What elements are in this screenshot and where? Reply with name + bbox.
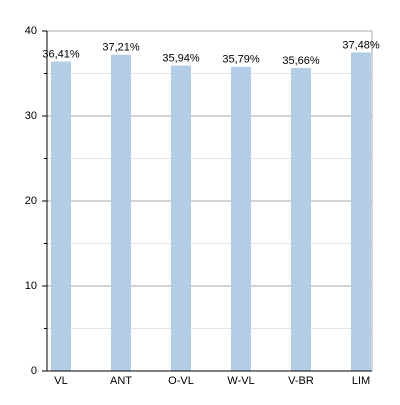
- value-label: 35,79%: [222, 54, 260, 66]
- y-tick-label: 20: [25, 195, 37, 207]
- bar: [51, 61, 71, 371]
- value-label: 37,21%: [102, 42, 140, 54]
- value-label: 37,48%: [342, 39, 380, 51]
- bar: [111, 54, 131, 372]
- y-tick-label: 0: [31, 365, 37, 377]
- x-tick-label: O-VL: [168, 375, 194, 387]
- bar: [171, 65, 191, 371]
- value-label: 35,66%: [282, 55, 320, 67]
- bar: [351, 52, 371, 372]
- bar: [291, 67, 311, 371]
- y-tick-label: 30: [25, 110, 37, 122]
- value-label: 36,41%: [42, 48, 80, 60]
- x-tick-label: ANT: [110, 375, 132, 387]
- x-tick-label: W-VL: [227, 375, 254, 387]
- x-tick-label: LIM: [352, 375, 370, 387]
- y-tick-label: 10: [25, 280, 37, 292]
- bar: [231, 66, 251, 371]
- y-tick-label: 40: [25, 25, 37, 37]
- x-tick-label: V-BR: [288, 375, 314, 387]
- x-tick-label: VL: [54, 375, 67, 387]
- value-label: 35,94%: [162, 52, 200, 64]
